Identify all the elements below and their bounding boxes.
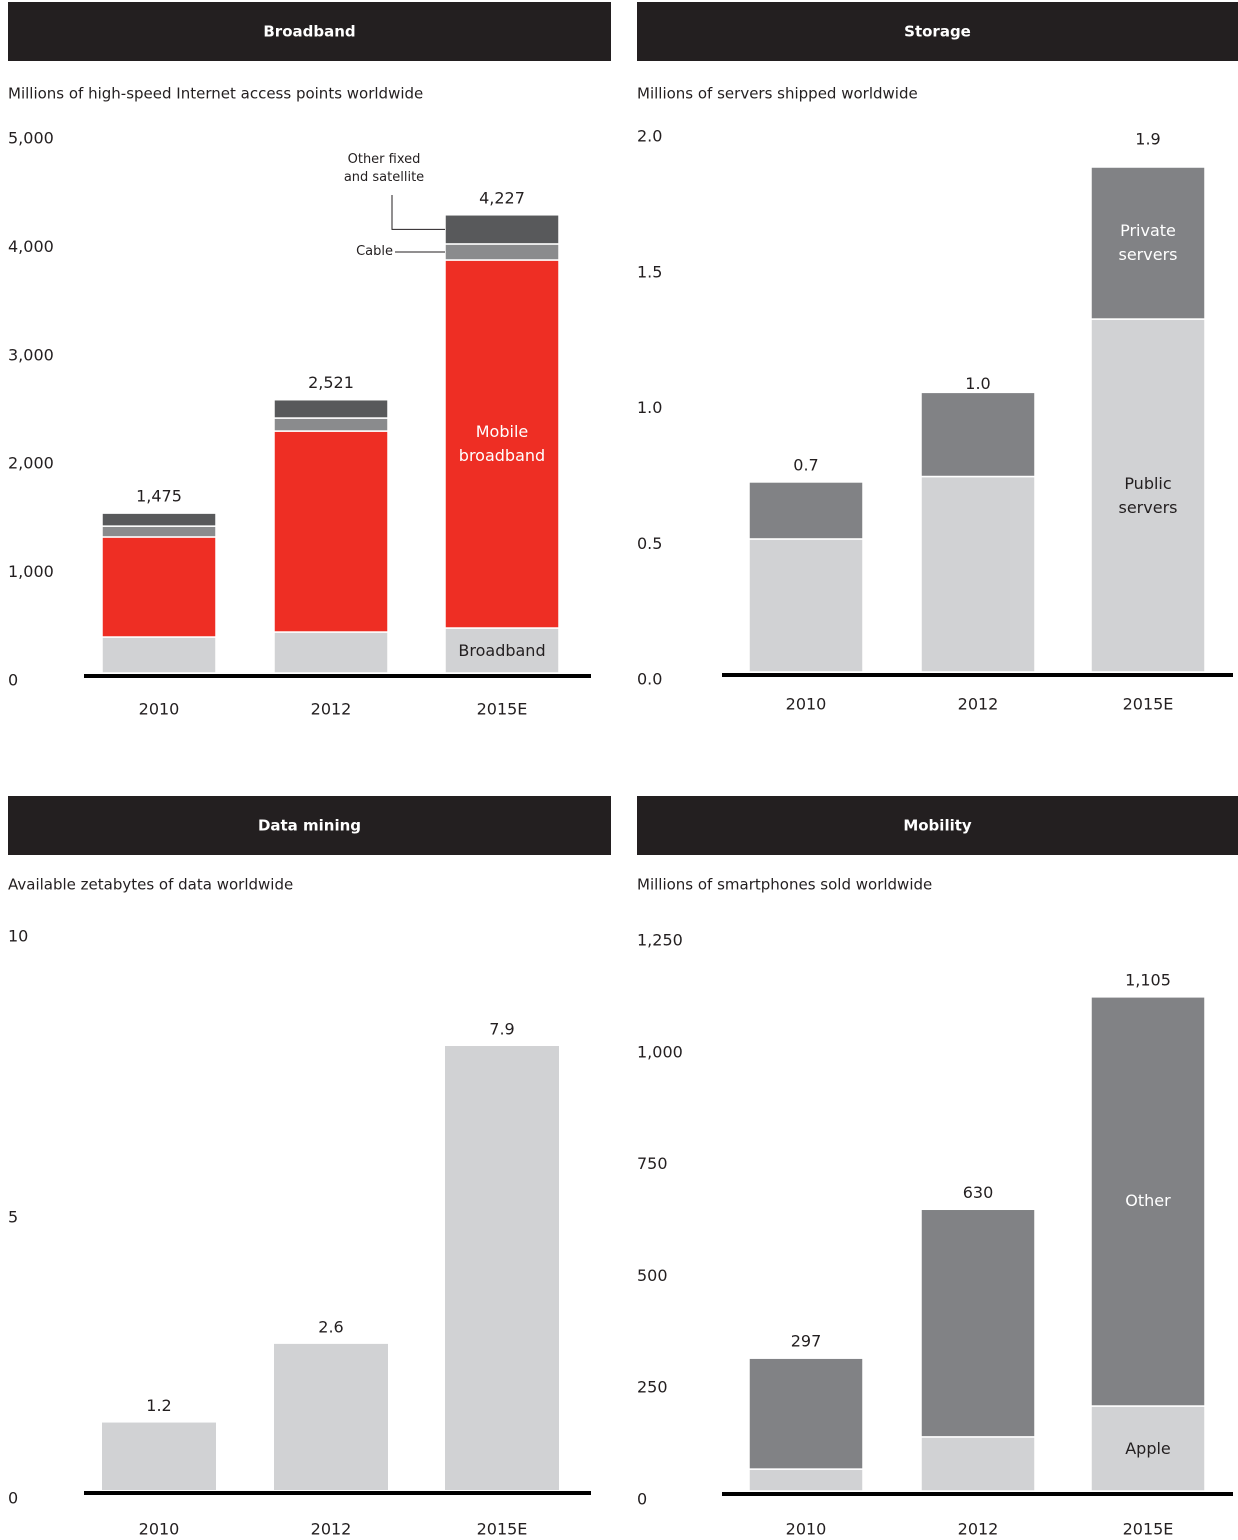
segment-label: Public servers [1118, 473, 1178, 517]
bar-segment [101, 512, 217, 527]
segment-label: Other fixed and satellite [343, 152, 425, 185]
x-tick-label: 2010 [786, 1520, 827, 1539]
y-tick-label: 750 [637, 1154, 668, 1173]
total-label: 1.9 [1135, 130, 1160, 149]
panel-header [8, 2, 611, 61]
x-tick-label: 2010 [139, 700, 180, 719]
bar-segment [444, 243, 560, 261]
x-tick-label: 2012 [958, 1520, 999, 1539]
x-tick-label: 2012 [311, 1520, 352, 1539]
bar-segment [273, 631, 389, 674]
x-tick-label: 2010 [786, 695, 827, 714]
y-tick-label: 2,000 [8, 454, 54, 473]
segment-label: Mobile broadband [458, 422, 546, 465]
subtitle: Millions of smartphones sold worldwide [637, 876, 932, 894]
panel-title: Storage [904, 23, 971, 41]
panel-header [637, 2, 1238, 61]
bar [102, 1422, 216, 1490]
x-tick-label: 2015E [477, 1520, 528, 1539]
panel-header [8, 796, 611, 855]
panel-title: Data mining [258, 817, 361, 835]
panel-title: Mobility [903, 817, 972, 835]
value-label: 7.9 [489, 1020, 514, 1039]
subtitle: Millions of high-speed Internet access p… [8, 85, 423, 103]
segment-label: Private servers [1118, 221, 1178, 265]
y-tick-label: 1,250 [637, 931, 683, 950]
y-tick-label: 1.5 [637, 262, 662, 281]
total-label: 1,475 [136, 487, 182, 506]
bar-segment [101, 536, 217, 638]
y-tick-label: 0 [8, 1489, 18, 1508]
total-label: 1,105 [1125, 970, 1171, 989]
bar [274, 1343, 388, 1490]
bar-segment [748, 1357, 864, 1470]
x-tick-label: 2015E [477, 700, 528, 719]
total-label: 630 [963, 1183, 994, 1202]
bar-segment [748, 1468, 864, 1492]
bar-segment [273, 417, 389, 432]
y-tick-label: 2.0 [637, 127, 662, 146]
bar-segment [748, 481, 864, 540]
bar-segment [1090, 996, 1206, 1407]
y-tick-label: 500 [637, 1266, 668, 1285]
y-tick-label: 3,000 [8, 345, 54, 364]
total-label: 1.0 [965, 374, 990, 393]
value-label: 2.6 [318, 1317, 343, 1336]
total-label: 2,521 [308, 373, 354, 392]
y-tick-label: 5,000 [8, 129, 54, 148]
bar-segment [1090, 1405, 1206, 1492]
bar-segment [748, 538, 864, 673]
bar-segment [920, 475, 1036, 673]
y-tick-label: 0.5 [637, 534, 662, 553]
value-label: 1.2 [146, 1396, 171, 1415]
y-tick-label: 250 [637, 1378, 668, 1397]
bar-segment [273, 430, 389, 633]
total-label: 297 [791, 1332, 822, 1351]
total-label: 0.7 [793, 455, 818, 474]
bar-segment [273, 398, 389, 419]
bar-segment [1090, 318, 1206, 673]
x-tick-label: 2015E [1123, 695, 1174, 714]
leader-line [391, 195, 445, 230]
subtitle: Millions of servers shipped worldwide [637, 85, 918, 103]
bar-segment [101, 636, 217, 674]
bar [445, 1046, 559, 1490]
panel-header [637, 796, 1238, 855]
segment-label: Apple [1125, 1438, 1171, 1458]
bar-segment [920, 391, 1036, 478]
y-tick-label: 1.0 [637, 398, 662, 417]
y-tick-label: 0.0 [637, 670, 662, 689]
bar-segment [920, 1436, 1036, 1492]
bar-segment [920, 1208, 1036, 1438]
segment-label: Other [1125, 1191, 1171, 1211]
segment-label: Cable [356, 243, 393, 259]
y-tick-label: 5 [8, 1208, 18, 1227]
bar-segment [444, 627, 560, 674]
y-tick-label: 0 [8, 671, 18, 690]
bar-segment [1090, 166, 1206, 320]
panel-title: Broadband [263, 23, 355, 41]
bar-segment [444, 214, 560, 245]
x-tick-label: 2012 [958, 695, 999, 714]
y-tick-label: 1,000 [637, 1042, 683, 1061]
x-tick-label: 2015E [1123, 1520, 1174, 1539]
y-tick-label: 10 [8, 927, 28, 946]
y-tick-label: 0 [637, 1490, 647, 1509]
total-label: 4,227 [479, 188, 525, 207]
subtitle: Available zetabytes of data worldwide [8, 876, 293, 894]
x-tick-label: 2010 [139, 1520, 180, 1539]
y-tick-label: 1,000 [8, 562, 54, 581]
segment-label: Broadband [458, 640, 546, 660]
bar-segment [101, 525, 217, 538]
x-tick-label: 2012 [311, 700, 352, 719]
y-tick-label: 4,000 [8, 237, 54, 256]
